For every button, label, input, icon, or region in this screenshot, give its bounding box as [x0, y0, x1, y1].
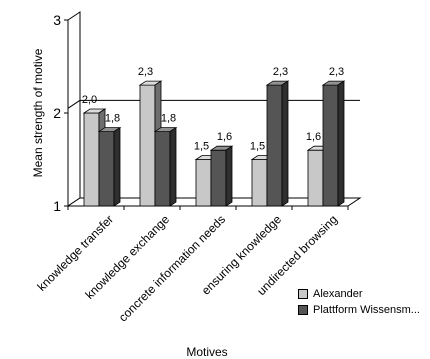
data-label: 2,0: [82, 94, 97, 106]
bar-front: [307, 149, 324, 207]
legend-item-plattform: Plattform Wissensm...: [298, 302, 420, 318]
data-label: 1,6: [306, 131, 321, 143]
bar-front: [98, 131, 115, 207]
data-label: 1,5: [194, 141, 209, 153]
legend: Alexander Plattform Wissensm...: [298, 286, 420, 318]
bar-front: [210, 149, 227, 207]
y-tick-label: 2: [53, 105, 61, 121]
legend-swatch: [298, 289, 308, 299]
x-tick-label: concrete information needs: [116, 212, 228, 324]
y-tick-label: 3: [53, 12, 61, 28]
data-label: 1,5: [250, 141, 265, 153]
data-labels: 2,0 1,8 2,3 1,8 1,5 1,6 1,5 2,3 1,6 2,3: [82, 66, 344, 152]
bar-side: [113, 126, 121, 207]
legend-label: Plattform Wissensm...: [313, 304, 420, 316]
x-axis-title: Motives: [186, 345, 227, 359]
data-label: 2,3: [329, 66, 344, 78]
data-label: 1,8: [161, 113, 176, 125]
bar-front: [83, 112, 100, 207]
data-label: 2,3: [273, 66, 288, 78]
bar: [209, 145, 234, 207]
bar-front: [139, 84, 156, 207]
bar-side: [169, 126, 177, 207]
bar-front: [195, 159, 212, 207]
side-wall: [67, 11, 81, 207]
y-axis-title: Mean strength of motive: [31, 48, 45, 177]
bar: [97, 126, 122, 207]
bar-front: [251, 159, 268, 207]
bar: [321, 80, 346, 207]
bar-front: [154, 131, 171, 207]
bar-front: [266, 84, 283, 207]
bars: [82, 80, 346, 207]
bar: [153, 126, 178, 207]
y-tick-label: 1: [53, 198, 61, 214]
data-label: 2,3: [138, 66, 153, 78]
data-label: 1,8: [105, 113, 120, 125]
bar-side: [337, 80, 345, 207]
bar: [265, 80, 290, 207]
legend-item-alexander: Alexander: [298, 286, 420, 302]
data-label: 1,6: [217, 131, 232, 143]
reference-line-side: [67, 99, 81, 109]
legend-swatch: [298, 305, 308, 315]
legend-label: Alexander: [313, 288, 363, 300]
bar-side: [281, 80, 289, 207]
bar-front: [322, 84, 339, 207]
bar-side: [225, 145, 233, 207]
